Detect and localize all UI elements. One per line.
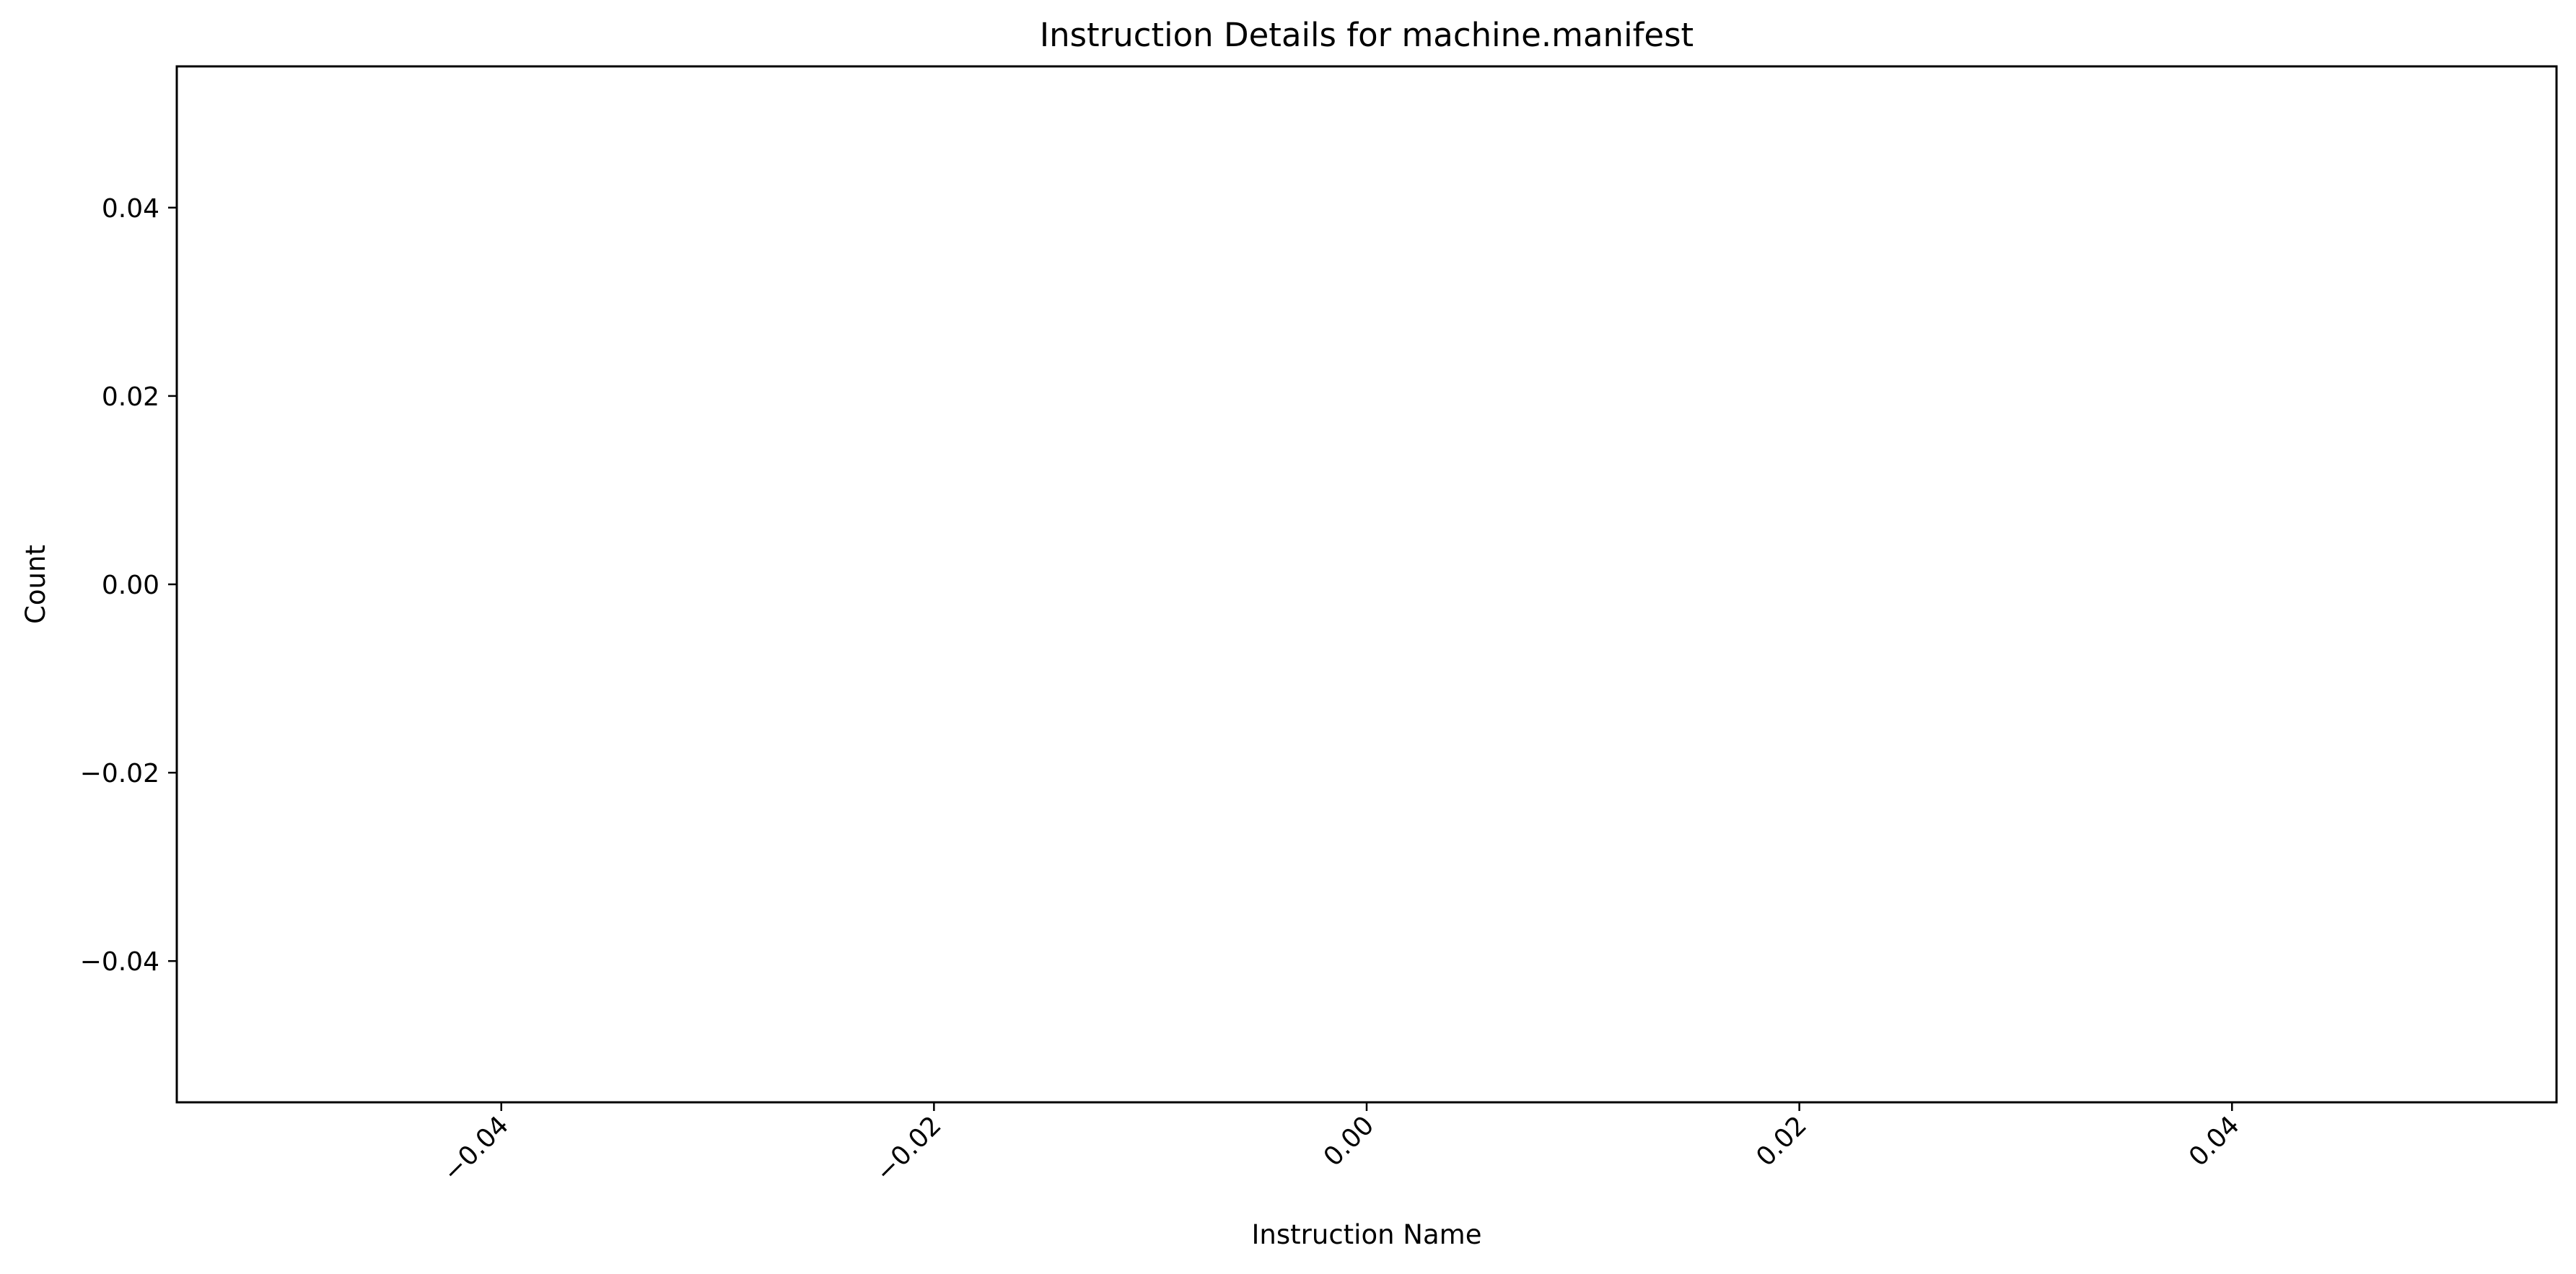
y-tick-label: 0.02 — [102, 382, 159, 412]
plot-area — [177, 66, 2557, 1102]
y-axis-label: Count — [20, 545, 51, 624]
y-tick-label: −0.02 — [80, 759, 159, 788]
plot-frame — [175, 65, 2558, 1104]
y-tick-label: 0.00 — [102, 571, 159, 600]
y-tick-label: 0.04 — [102, 194, 159, 224]
y-axis-ticks: −0.04 −0.02 0.00 0.02 0.04 — [80, 194, 177, 977]
x-axis-label: Instruction Name — [1252, 1219, 1482, 1250]
y-tick-label: −0.04 — [80, 947, 159, 977]
chart-title: Instruction Details for machine.manifest — [1040, 16, 1694, 54]
